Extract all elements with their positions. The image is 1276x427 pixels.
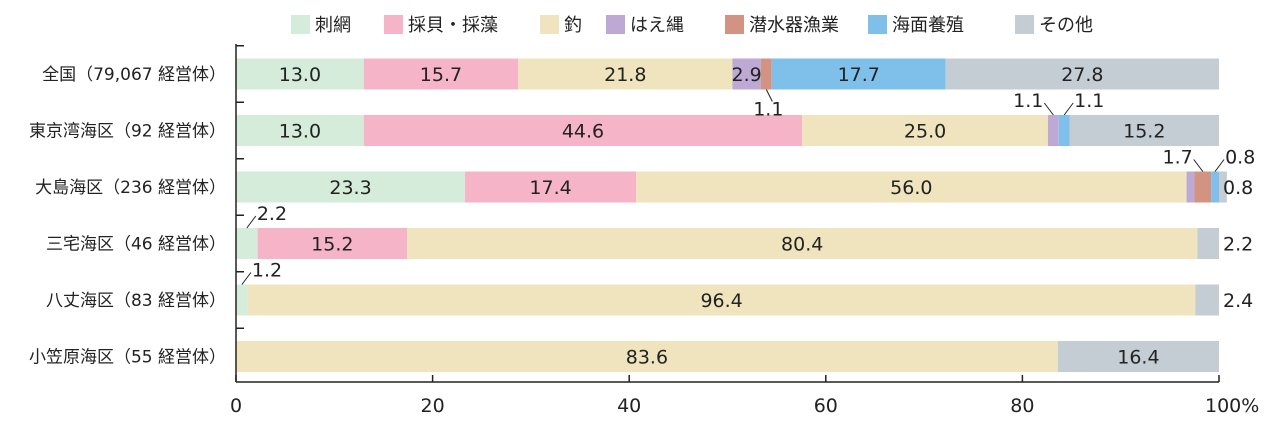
axes: 0 20 40 60 80 100% (230, 44, 1259, 417)
data-label: 21.8 (604, 64, 646, 86)
bar-segment (236, 228, 258, 259)
bar-segment (236, 58, 364, 90)
data-label: 2.2 (257, 203, 287, 225)
data-label: 0.8 (1223, 177, 1253, 199)
data-label: 2.4 (1223, 290, 1253, 312)
bar-segment (363, 58, 519, 90)
data-label: 13.0 (279, 121, 321, 143)
data-label: 80.4 (781, 234, 823, 256)
bar-segment (1194, 171, 1212, 203)
leader-line (1063, 102, 1074, 116)
legend-label-6: その他 (1039, 15, 1093, 36)
data-label: 13.0 (279, 64, 321, 86)
leader-line (1214, 159, 1225, 172)
bar-segment (257, 228, 408, 259)
data-label: 56.0 (890, 177, 932, 199)
legend-swatch-5 (868, 15, 887, 34)
category-label: 東京湾海区（92 経営体） (29, 122, 226, 142)
data-label: 23.3 (329, 177, 371, 199)
data-label: 15.2 (1123, 121, 1165, 143)
x-tick-label: 60 (814, 395, 838, 417)
data-label: 1.1 (1074, 90, 1104, 112)
data-label: 17.7 (838, 64, 880, 86)
data-label: 1.7 (1163, 147, 1193, 169)
bar-segment (1057, 341, 1219, 372)
category-label: 大島海区（236 経営体） (35, 178, 226, 198)
leader-line (765, 89, 773, 102)
bar-segment (465, 171, 637, 203)
legend-swatch-0 (291, 15, 310, 34)
category-label: 小笠原海区（55 経営体） (29, 348, 226, 368)
category-label: 八丈海区（83 経営体） (46, 291, 226, 311)
bar-segment (1069, 115, 1219, 146)
bar-segment (760, 58, 772, 90)
category-label: 全国（79,067 経営体） (42, 65, 226, 85)
bar-segment (1211, 171, 1219, 203)
bar-segment (802, 115, 1048, 146)
data-label: 16.4 (1117, 347, 1159, 369)
bar-segment (236, 115, 364, 146)
data-label: 44.6 (562, 121, 604, 143)
data-label: 2.2 (1223, 234, 1253, 256)
leader-line (1043, 102, 1054, 116)
bar-segment (771, 58, 946, 90)
legend-label-2: 釣 (564, 15, 582, 36)
data-label: 96.4 (700, 290, 742, 312)
bar-segment (1219, 171, 1227, 203)
x-tick-label: 20 (421, 395, 445, 417)
bar-segment (236, 171, 466, 203)
data-labels: 13.0 15.7 21.8 2.9 1.1 17.7 27.8 13.0 44.6 25.0 1.… (241, 64, 1255, 369)
bar-segment (363, 115, 803, 146)
bar-segment (236, 284, 248, 316)
bar-segment (1186, 171, 1195, 203)
data-label: 15.2 (311, 234, 353, 256)
data-label: 2.9 (732, 64, 762, 86)
bar-segment (732, 58, 761, 90)
data-label: 25.0 (904, 121, 946, 143)
bar-segment (247, 284, 1196, 316)
data-label: 1.1 (753, 99, 783, 121)
x-tick-label: 100% (1205, 395, 1259, 417)
bar-segment (1195, 284, 1219, 316)
bar-segment (407, 228, 1198, 259)
bars (236, 58, 1227, 372)
x-tick-label: 0 (230, 395, 242, 417)
leader-line (246, 215, 257, 229)
legend-swatch-1 (384, 15, 403, 34)
bar-segment (1058, 115, 1070, 146)
legend-label-1: 採貝・採藻 (408, 15, 498, 36)
legend-label-4: 潜水器漁業 (749, 15, 839, 36)
legend-swatch-3 (606, 15, 625, 34)
bar-segment (236, 341, 1058, 372)
data-label: 0.8 (1225, 147, 1255, 169)
bar-segment (1197, 228, 1219, 259)
legend-label-5: 海面養殖 (892, 14, 964, 36)
data-label: 17.4 (529, 177, 571, 199)
legend-label-0: 刺網 (315, 15, 351, 36)
leader-line (241, 272, 252, 285)
data-label: 83.6 (626, 347, 668, 369)
bar-segment (636, 171, 1187, 203)
category-labels: 全国（79,067 経営体） 東京湾海区（92 経営体） 大島海区（236 経営体）… (29, 65, 226, 368)
legend-swatch-6 (1015, 15, 1034, 34)
data-label: 1.2 (252, 260, 282, 282)
legend-label-3: はえ縄 (630, 15, 684, 36)
legend-swatch-2 (540, 15, 559, 34)
legend-swatch-4 (725, 15, 744, 34)
bar-segment (1047, 115, 1059, 146)
x-tick-label: 40 (617, 395, 641, 417)
category-label: 三宅海区（46 経営体） (46, 235, 226, 255)
data-label: 15.7 (420, 64, 462, 86)
bar-segment (518, 58, 733, 90)
x-tick-label: 80 (1010, 395, 1034, 417)
data-label: 1.1 (1013, 90, 1043, 112)
bar-segment (945, 58, 1219, 90)
data-label: 27.8 (1061, 64, 1103, 86)
leader-line (1193, 159, 1204, 172)
legend: 刺網 採貝・採藻 釣 はえ縄 潜水器漁業 海面養殖 その他 (291, 14, 1093, 36)
